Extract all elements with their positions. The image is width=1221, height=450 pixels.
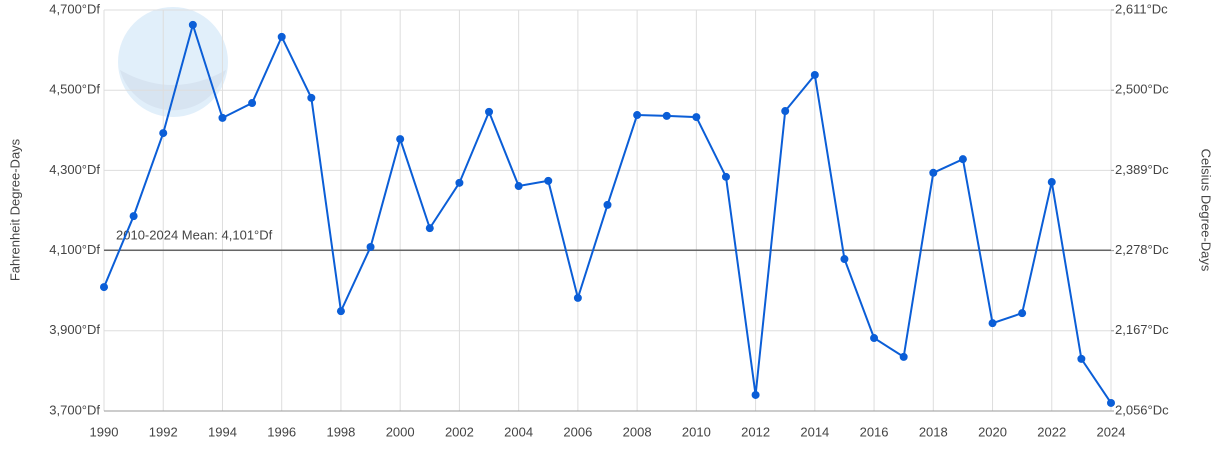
data-point <box>188 20 197 29</box>
y-tick-label: 4,700°Df <box>49 1 100 16</box>
y-tick-label: 3,900°Df <box>49 322 100 337</box>
data-point <box>810 70 819 79</box>
data-point <box>159 129 168 138</box>
data-point <box>248 99 257 108</box>
data-point <box>988 319 997 328</box>
data-point <box>307 93 316 102</box>
y2-axis-title: Celsius Degree-Days <box>1199 149 1214 272</box>
data-point <box>958 155 967 164</box>
data-point <box>218 113 227 122</box>
x-tick-label: 1998 <box>326 424 355 439</box>
data-point <box>1107 398 1115 407</box>
data-point <box>633 111 642 120</box>
y-tick-label: 4,500°Df <box>49 82 100 97</box>
y2-tick-label: 2,167°Dc <box>1115 322 1169 337</box>
y-tick-label: 4,100°Df <box>49 242 100 257</box>
y2-tick-label: 2,389°Dc <box>1115 162 1169 177</box>
data-point <box>129 212 138 221</box>
x-tick-label: 2022 <box>1037 424 1066 439</box>
y2-tick-label: 2,500°Dc <box>1115 82 1169 97</box>
data-point <box>396 135 405 144</box>
data-point <box>514 182 523 191</box>
data-point <box>781 107 790 116</box>
x-tick-label: 1990 <box>90 424 119 439</box>
x-tick-label: 2018 <box>919 424 948 439</box>
data-point <box>721 172 730 181</box>
mean-label: 2010-2024 Mean: 4,101°Df <box>116 228 273 243</box>
y-tick-label: 4,300°Df <box>49 162 100 177</box>
x-tick-label: 2020 <box>978 424 1007 439</box>
data-point <box>544 176 553 185</box>
y2-tick-label: 2,611°Dc <box>1115 1 1168 16</box>
data-point <box>899 352 908 361</box>
x-tick-label: 2004 <box>504 424 533 439</box>
x-tick-label: 2002 <box>445 424 474 439</box>
data-point <box>277 32 286 41</box>
data-point <box>485 107 494 116</box>
x-tick-label: 1994 <box>208 424 237 439</box>
data-point <box>840 255 849 264</box>
data-point <box>692 113 701 122</box>
data-point <box>1077 354 1086 363</box>
x-tick-label: 2012 <box>741 424 770 439</box>
data-point <box>751 390 760 399</box>
data-point <box>929 168 938 177</box>
x-tick-label: 2016 <box>860 424 889 439</box>
data-point <box>425 224 434 233</box>
y2-tick-label: 2,056°Dc <box>1115 402 1169 417</box>
x-tick-label: 2006 <box>563 424 592 439</box>
x-tick-label: 2008 <box>623 424 652 439</box>
data-point <box>662 111 671 120</box>
y-tick-label: 3,700°Df <box>49 402 100 417</box>
x-tick-label: 1992 <box>149 424 178 439</box>
data-point <box>336 307 345 316</box>
data-point <box>100 283 108 292</box>
x-tick-label: 2014 <box>800 424 829 439</box>
x-tick-label: 2024 <box>1097 424 1126 439</box>
x-tick-label: 1996 <box>267 424 296 439</box>
data-line <box>103 21 1112 404</box>
data-point <box>603 200 612 209</box>
y2-tick-label: 2,278°Dc <box>1115 242 1169 257</box>
data-point <box>1018 309 1027 318</box>
y-axis-title: Fahrenheit Degree-Days <box>7 138 22 281</box>
x-tick-label: 2010 <box>682 424 711 439</box>
data-point <box>1047 178 1056 187</box>
data-point <box>870 334 879 343</box>
data-point <box>573 293 582 302</box>
data-point <box>455 178 464 187</box>
x-tick-label: 2000 <box>386 424 415 439</box>
data-point <box>366 242 375 251</box>
